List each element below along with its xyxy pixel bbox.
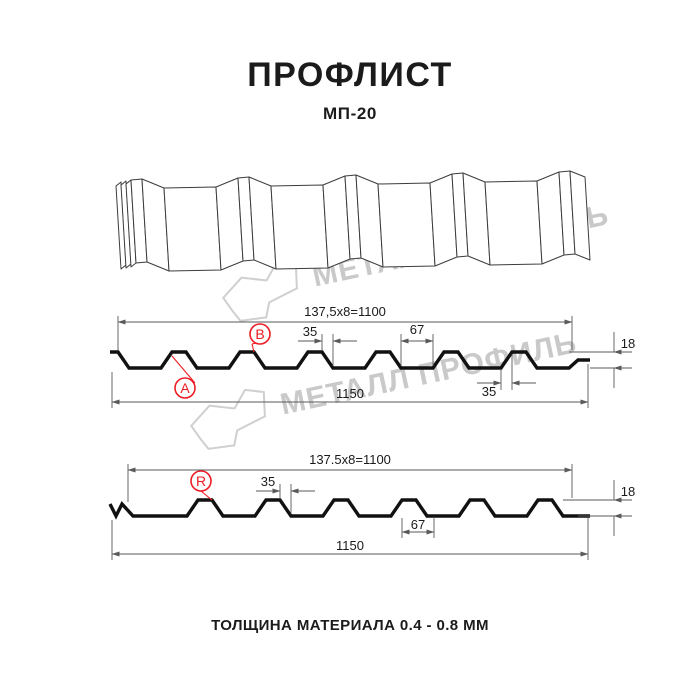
profile-a-drawing: 137,5x8=1100 1150 35 67 35 bbox=[110, 304, 635, 408]
callout-b-leader bbox=[251, 343, 255, 353]
metall-profil-logo-icon bbox=[221, 260, 298, 322]
iso-slope bbox=[322, 175, 351, 269]
iso-slope bbox=[141, 178, 170, 272]
profile-r-waveform bbox=[108, 498, 590, 520]
iso-edge-layer bbox=[120, 180, 132, 269]
iso-edge-layer bbox=[125, 179, 137, 268]
material-thickness-note: ТОЛЩИНА МАТЕРИАЛА 0.4 - 0.8 ММ bbox=[211, 617, 489, 634]
page-title: ПРОФЛИСТ bbox=[247, 56, 453, 94]
dim-height-label: 18 bbox=[621, 336, 635, 351]
callout-r-circle bbox=[190, 470, 212, 492]
iso-edge-layer bbox=[115, 181, 127, 270]
iso-rib-face bbox=[344, 174, 362, 260]
dim-height-label: 18 bbox=[621, 484, 635, 499]
callout-b-leader bbox=[251, 342, 257, 345]
watermark-text: МЕТАЛЛ ПРОФИЛЬ bbox=[277, 326, 579, 421]
profile-a-waveform bbox=[110, 350, 590, 370]
callout-r-label: R bbox=[196, 473, 206, 489]
iso-valley bbox=[163, 186, 222, 272]
iso-valley bbox=[484, 180, 543, 266]
iso-slope bbox=[536, 171, 565, 265]
dim-bottom-flange-label: 35 bbox=[482, 384, 496, 399]
watermark-1: МЕТАЛЛ ПРОФИЛЬ bbox=[221, 198, 612, 322]
iso-slope bbox=[248, 176, 277, 270]
watermark-text: МЕТАЛЛ ПРОФИЛЬ bbox=[309, 198, 611, 293]
callout-a-leader bbox=[171, 355, 196, 384]
dim-top-flange-label: 35 bbox=[303, 324, 317, 339]
dim-working-width-label: 137.5x8=1100 bbox=[309, 452, 391, 467]
callout-r-leader bbox=[195, 486, 213, 501]
iso-rib-face bbox=[130, 178, 148, 264]
dim-working-width-label: 137,5x8=1100 bbox=[304, 304, 386, 319]
dim-pitch-label: 67 bbox=[411, 517, 425, 532]
iso-valley bbox=[270, 184, 329, 270]
callout-b-circle bbox=[249, 323, 271, 345]
iso-valley bbox=[377, 182, 436, 268]
iso-slope bbox=[215, 177, 244, 271]
iso-rib-face bbox=[558, 170, 576, 256]
iso-end-slope bbox=[569, 170, 591, 261]
dim-overall-width-label: 1150 bbox=[336, 386, 364, 401]
iso-rib-face bbox=[237, 176, 255, 262]
profile-r-drawing: 137.5x8=1100 1150 35 67 18 bbox=[108, 452, 635, 560]
product-model: МП-20 bbox=[323, 104, 377, 123]
iso-slope bbox=[355, 174, 384, 268]
iso-corrugated-sheet bbox=[115, 170, 591, 272]
dim-overall-width-label: 1150 bbox=[336, 538, 364, 553]
callout-a-circle bbox=[174, 377, 196, 399]
metall-profil-logo-icon bbox=[189, 388, 266, 450]
callout-a-label: A bbox=[180, 380, 190, 396]
iso-slope bbox=[429, 173, 458, 267]
dim-pitch-label: 67 bbox=[410, 322, 424, 337]
dim-top-flange-label: 35 bbox=[261, 474, 275, 489]
iso-rib-face bbox=[451, 172, 469, 258]
iso-slope bbox=[462, 172, 491, 266]
callout-b-label: B bbox=[255, 326, 264, 342]
watermark-2: МЕТАЛЛ ПРОФИЛЬ bbox=[189, 326, 580, 450]
